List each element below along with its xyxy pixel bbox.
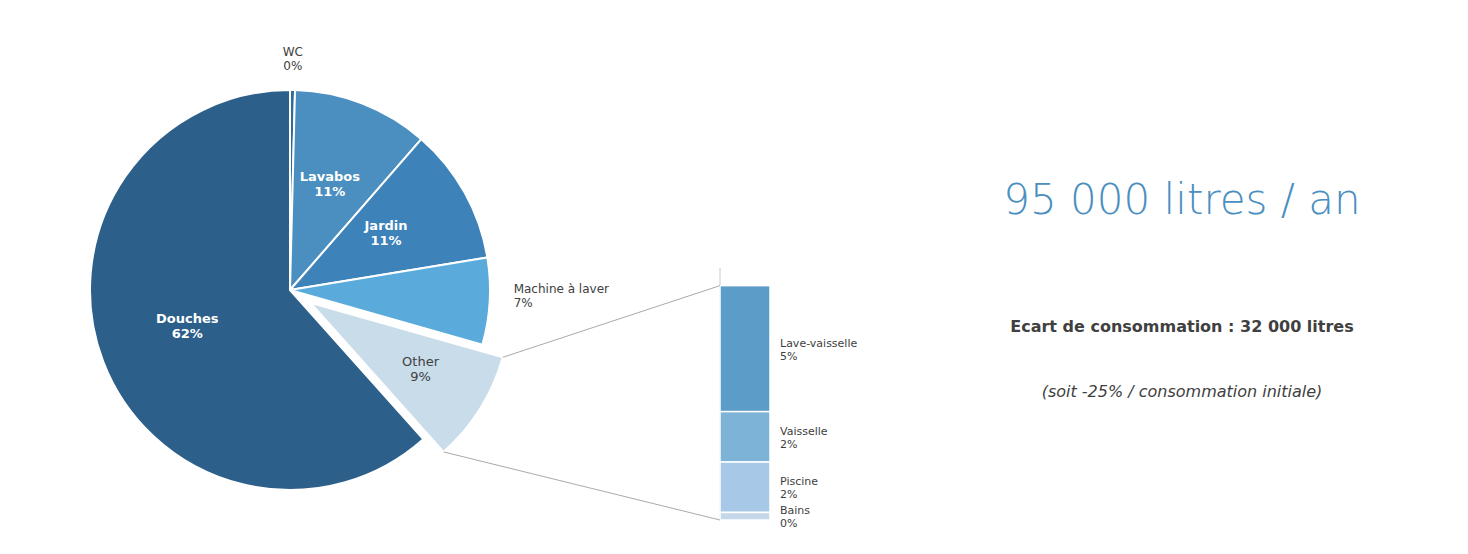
connector xyxy=(503,286,720,358)
label-name: Douches xyxy=(156,311,219,326)
label-name: WC xyxy=(283,45,303,59)
bar-labels: Lave-vaisselle5%Vaisselle2%Piscine2%Bain… xyxy=(780,337,857,531)
bar-segment xyxy=(720,462,770,512)
pie xyxy=(90,90,503,490)
bar-segment xyxy=(720,286,770,412)
slice-label: Machine à laver7% xyxy=(514,282,609,310)
label-value: 62% xyxy=(172,326,203,341)
slice-label: Other9% xyxy=(402,354,440,384)
label-name: Lave-vaisselle xyxy=(780,337,857,350)
annotations: 95 000 litres / an Ecart de consommation … xyxy=(1003,175,1360,401)
label-name: Other xyxy=(402,354,440,369)
label-value: 2% xyxy=(780,438,797,451)
label-value: 0% xyxy=(780,517,797,530)
label-value: 2% xyxy=(780,488,797,501)
slice-label: Lavabos11% xyxy=(300,169,361,199)
segment-label: Vaisselle2% xyxy=(780,425,828,451)
label-value: 5% xyxy=(780,350,797,363)
annotation: 95 000 litres / an xyxy=(1003,175,1360,224)
slice-label: Jardin11% xyxy=(364,218,408,248)
label-value: 9% xyxy=(410,369,431,384)
label-name: Vaisselle xyxy=(780,425,828,438)
slice xyxy=(90,90,423,490)
label-name: Bains xyxy=(780,504,810,517)
label-value: 7% xyxy=(514,296,533,310)
segment-label: Lave-vaisselle5% xyxy=(780,337,857,363)
label-name: Machine à laver xyxy=(514,282,609,296)
pie-labels: WC0%Lavabos11%Jardin11%Machine à laver7%… xyxy=(156,45,609,384)
bars xyxy=(720,286,770,520)
slice-label: WC0% xyxy=(283,45,303,73)
segment-label: Bains0% xyxy=(780,504,810,530)
segment-label: Piscine2% xyxy=(780,475,818,501)
label-name: Jardin xyxy=(364,218,408,233)
annotation: (soit -25% / consommation initiale) xyxy=(1042,382,1323,401)
label-name: Lavabos xyxy=(300,169,361,184)
connector xyxy=(444,452,720,520)
label-value: 0% xyxy=(283,59,302,73)
annotation: Ecart de consommation : 32 000 litres xyxy=(1010,317,1353,336)
bar-segment xyxy=(720,412,770,462)
bar-segment xyxy=(720,512,770,520)
chart: WC0%Lavabos11%Jardin11%Machine à laver7%… xyxy=(0,0,1468,554)
label-value: 11% xyxy=(314,184,345,199)
slice-label: Douches62% xyxy=(156,311,219,341)
label-value: 11% xyxy=(370,233,401,248)
label-name: Piscine xyxy=(780,475,818,488)
